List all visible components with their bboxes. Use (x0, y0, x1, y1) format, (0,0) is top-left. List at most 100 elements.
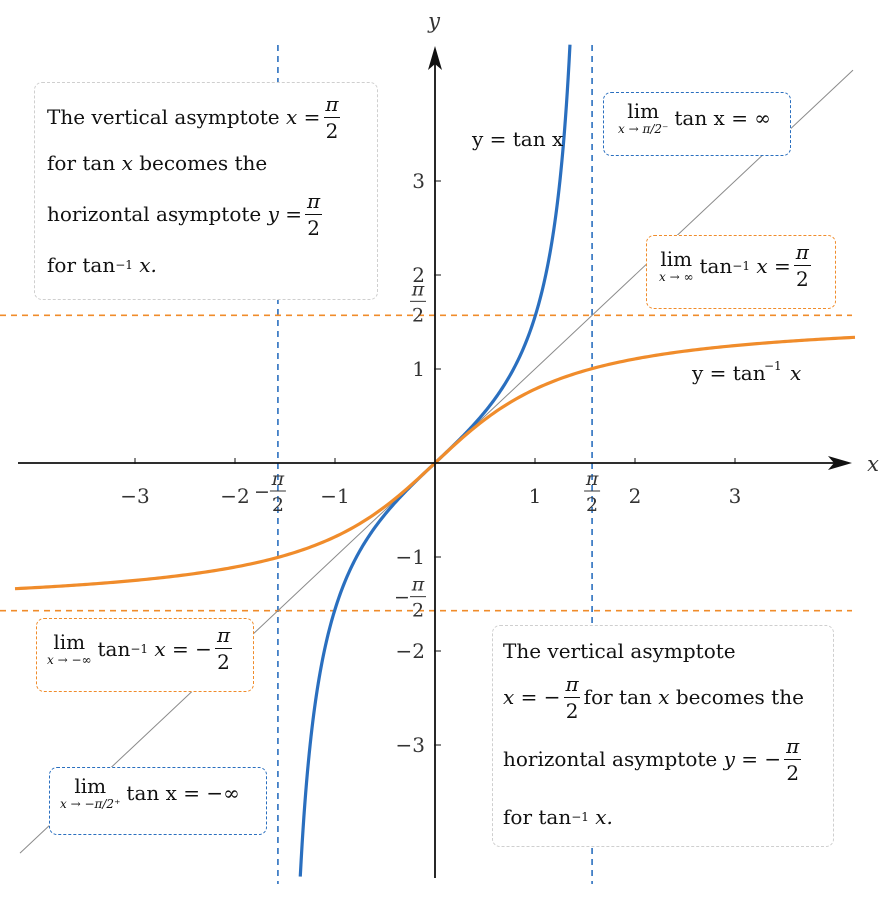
fraction-numerator: π (411, 574, 425, 596)
arctan-curve-label-superscript: −1 (764, 359, 782, 373)
lim-word: lim (74, 774, 107, 798)
fraction-denominator: 2 (272, 494, 284, 516)
annotation-variable: x. (139, 253, 157, 277)
superscript: −1 (115, 258, 133, 272)
lim-subscript: x → −∞ (47, 652, 92, 667)
annotation-text: horizontal asymptote (47, 202, 262, 226)
limit-operator: lim x → −π/2⁺ (60, 776, 120, 810)
y-tick-label-pi-half: π2 (410, 278, 426, 326)
annotation-variable: x (121, 151, 133, 175)
lim-expression: tan x = ∞ (674, 106, 771, 130)
annotation-text: becomes the (139, 151, 268, 175)
fraction-numerator: π (411, 278, 425, 300)
annotation-text: becomes the (675, 685, 804, 709)
y-tick-label: −1 (396, 545, 425, 569)
fraction-denominator: 2 (323, 116, 341, 143)
y-tick-label: −3 (396, 733, 425, 757)
y-tick-label: 3 (412, 169, 425, 193)
y-tick-label: 1 (412, 357, 425, 381)
negative-sign: − (394, 587, 410, 609)
asymptote-layer (0, 45, 852, 884)
y-tick-label-neg-pi-half: π 2− (394, 574, 426, 622)
superscript: −1 (571, 810, 589, 824)
fraction-numerator: π (585, 468, 599, 490)
lim-expression: tan (699, 253, 733, 278)
arctan-curve-label: y = tan (691, 361, 766, 385)
lim-subscript: x → −π/2⁺ (60, 797, 121, 811)
lim-word: lim (627, 99, 660, 123)
fraction-denominator: 2 (793, 265, 811, 291)
arctan-curve-label-variable: x (790, 361, 801, 385)
annotation-text: The vertical asymptote (47, 105, 280, 129)
annotation-equation: x = (286, 105, 321, 129)
annotation-text: for tan (503, 805, 572, 829)
fraction-numerator: π (565, 671, 579, 696)
annotation-lim-tan-pos: lim x → π/2⁻ tan x = ∞ (603, 92, 791, 156)
limit-operator: lim x → ∞ (659, 249, 693, 283)
y-axis-label: y (427, 9, 441, 33)
superscript: −1 (130, 641, 149, 656)
fraction-numerator: π (271, 468, 285, 490)
annotation-equation: y = − (723, 747, 782, 771)
annotation-variable: x. (595, 805, 613, 829)
x-tick-label: −2 (220, 484, 249, 508)
negative-sign: − (254, 481, 270, 503)
annotation-lim-tan-neg: lim x → −π/2⁺ tan x = −∞ (49, 767, 267, 835)
fraction-numerator: π (795, 240, 809, 264)
fraction-denominator: 2 (563, 696, 581, 723)
annotation-text: for tan (47, 151, 116, 175)
x-tick-label: 3 (729, 484, 742, 508)
lim-word: lim (660, 246, 693, 271)
lim-word: lim (53, 629, 86, 654)
fraction-numerator: π (216, 623, 231, 647)
fraction-numerator: π (307, 188, 321, 213)
annotation-text: horizontal asymptote (503, 747, 718, 771)
lim-expression-end: x = (756, 253, 791, 278)
y-tick-label: 2 (412, 263, 425, 287)
fraction-numerator: π (786, 733, 800, 758)
y-tick-label: −2 (396, 639, 425, 663)
x-tick-label: −1 (320, 484, 349, 508)
x-tick-label-neg-pi-half: π 2− (254, 468, 286, 516)
lim-subscript: x → π/2⁻ (618, 122, 669, 136)
fraction-denominator: 2 (784, 758, 802, 785)
y-axis-arrow (428, 46, 442, 70)
x-tick-label-pi-half: π2 (584, 468, 601, 516)
axis-layer (18, 46, 852, 878)
fraction-denominator: 2 (215, 648, 232, 674)
fraction-denominator: 2 (412, 304, 424, 326)
x-tick-label: 1 (529, 484, 542, 508)
lim-expression: tan (97, 636, 131, 661)
x-axis-arrow (828, 456, 852, 470)
annotation-text: The vertical asymptote (503, 639, 736, 663)
limit-operator: lim x → π/2⁻ (618, 101, 668, 135)
lim-subscript: x → ∞ (659, 269, 694, 284)
fraction-denominator: 2 (586, 494, 598, 516)
annotation-text: for tan (47, 253, 116, 277)
fraction-denominator: 2 (412, 600, 424, 622)
limit-operator: lim x → −∞ (47, 632, 92, 666)
x-tick-label: 2 (629, 484, 642, 508)
x-tick-label: −3 (120, 484, 149, 508)
tan-curve-label: y = tan x (471, 127, 564, 151)
lim-expression-end: x = − (154, 636, 212, 661)
annotation-equation: x = − (503, 685, 561, 709)
superscript: −1 (732, 258, 750, 273)
annotation-variable: x (658, 685, 670, 709)
annotation-text: for tan (583, 685, 652, 709)
lim-expression: tan x = −∞ (126, 781, 240, 805)
fraction-denominator: 2 (305, 213, 322, 240)
fraction-numerator: π (325, 91, 339, 116)
